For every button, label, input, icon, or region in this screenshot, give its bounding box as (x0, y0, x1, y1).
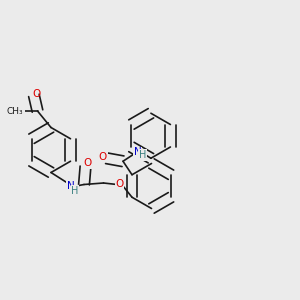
Text: H: H (71, 185, 79, 196)
Text: O: O (115, 178, 124, 189)
Text: H: H (139, 150, 146, 160)
Text: N: N (134, 147, 141, 157)
Text: CH₃: CH₃ (7, 106, 23, 116)
Text: O: O (32, 89, 41, 99)
Text: N: N (67, 181, 75, 191)
Text: O: O (99, 152, 107, 162)
Text: O: O (83, 158, 92, 169)
